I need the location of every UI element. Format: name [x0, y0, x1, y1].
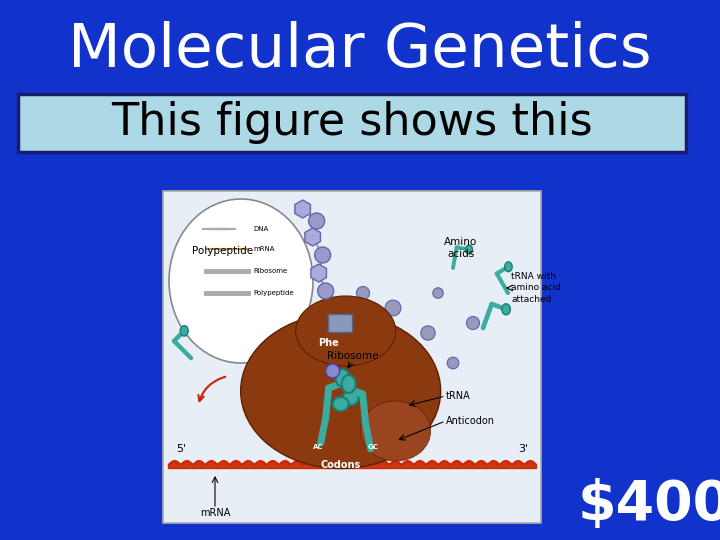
Circle shape	[371, 316, 385, 330]
Text: Polypeptide: Polypeptide	[253, 290, 294, 296]
Ellipse shape	[336, 369, 350, 387]
Ellipse shape	[343, 391, 359, 405]
Circle shape	[420, 326, 435, 340]
Circle shape	[309, 213, 325, 229]
Text: Phe: Phe	[318, 338, 339, 348]
Circle shape	[356, 287, 369, 300]
Text: $400: $400	[578, 478, 720, 532]
Circle shape	[326, 306, 340, 320]
Circle shape	[467, 316, 480, 329]
Text: mRNA: mRNA	[200, 508, 230, 518]
Text: AC: AC	[313, 444, 324, 450]
Ellipse shape	[342, 375, 356, 393]
Circle shape	[397, 347, 409, 359]
Ellipse shape	[296, 296, 396, 366]
Text: Ribosome: Ribosome	[253, 268, 287, 274]
Text: Anticodon: Anticodon	[446, 416, 495, 426]
Circle shape	[385, 300, 401, 316]
Ellipse shape	[333, 397, 348, 411]
FancyBboxPatch shape	[328, 314, 351, 332]
Ellipse shape	[240, 314, 441, 469]
Text: Polypeptide: Polypeptide	[192, 246, 253, 256]
Circle shape	[341, 361, 356, 375]
Ellipse shape	[502, 303, 510, 315]
Circle shape	[325, 364, 340, 378]
Text: Ribosome: Ribosome	[327, 351, 379, 361]
Text: Codons: Codons	[320, 460, 361, 470]
Text: tRNA with
amino acid
attached: tRNA with amino acid attached	[511, 272, 561, 303]
Text: DNA: DNA	[253, 226, 269, 232]
Text: Amino
acids: Amino acids	[444, 237, 477, 259]
Circle shape	[353, 333, 363, 343]
Text: 5': 5'	[176, 444, 186, 454]
Text: mRNA: mRNA	[253, 246, 274, 252]
Text: Molecular Genetics: Molecular Genetics	[68, 21, 652, 79]
Circle shape	[406, 372, 420, 384]
Circle shape	[447, 357, 459, 369]
Ellipse shape	[169, 199, 313, 363]
Text: tRNA: tRNA	[446, 391, 470, 401]
Circle shape	[315, 247, 330, 263]
Circle shape	[433, 288, 444, 298]
FancyBboxPatch shape	[163, 191, 541, 523]
Text: GC: GC	[367, 444, 378, 450]
Ellipse shape	[466, 245, 472, 254]
Ellipse shape	[361, 401, 431, 461]
FancyBboxPatch shape	[18, 94, 686, 152]
Ellipse shape	[180, 326, 188, 336]
Text: 3': 3'	[518, 444, 528, 454]
Ellipse shape	[505, 262, 512, 272]
Circle shape	[318, 283, 333, 299]
Text: This figure shows this: This figure shows this	[111, 102, 593, 145]
